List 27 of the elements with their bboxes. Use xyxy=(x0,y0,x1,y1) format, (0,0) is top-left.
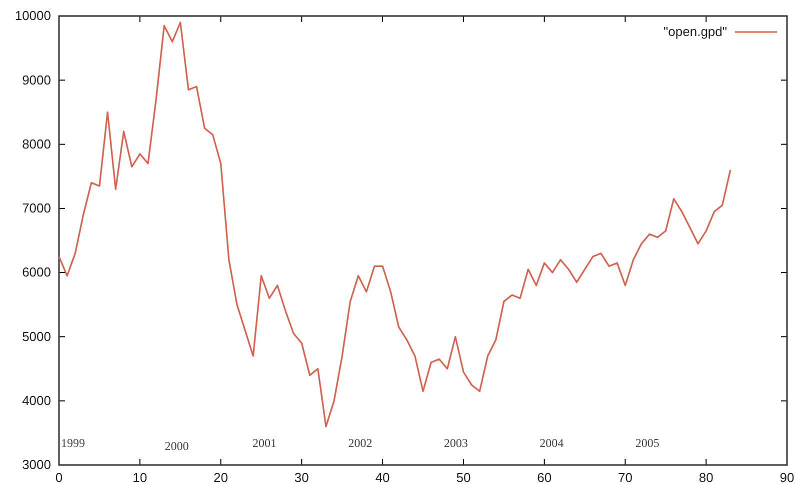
line-series xyxy=(58,22,732,428)
annotation: 2000 xyxy=(164,439,189,453)
y-tick-label: 8000 xyxy=(22,136,51,152)
x-tick-label: 50 xyxy=(456,470,471,486)
annotation: 2004 xyxy=(540,436,564,450)
x-tick-label: 70 xyxy=(618,470,632,486)
x-tick-label: 80 xyxy=(698,470,714,486)
annotation: 2005 xyxy=(635,436,660,450)
x-tick-label: 0 xyxy=(55,470,63,486)
y-tick-label: 9000 xyxy=(22,72,51,88)
y-tick-label: 5000 xyxy=(22,328,51,344)
x-tick-label: 20 xyxy=(214,470,228,486)
annotation: 2003 xyxy=(444,436,468,450)
legend-label: "open.gpd" xyxy=(664,24,728,39)
x-tick-label: 30 xyxy=(294,470,309,486)
annotation: 2001 xyxy=(252,436,276,450)
annotation: 1999 xyxy=(61,436,85,450)
y-tick-label: 4000 xyxy=(22,393,51,408)
y-tick-label: 6000 xyxy=(22,264,51,280)
x-tick-label: 60 xyxy=(537,470,552,486)
x-tick-label: 10 xyxy=(132,470,148,486)
x-tick-label: 40 xyxy=(375,470,390,486)
y-tick-label: 10000 xyxy=(14,8,51,24)
y-tick-label: 3000 xyxy=(22,457,51,472)
x-tick-label: 90 xyxy=(780,470,794,486)
y-tick-label: 7000 xyxy=(22,200,51,216)
annotation: 2002 xyxy=(348,436,372,450)
